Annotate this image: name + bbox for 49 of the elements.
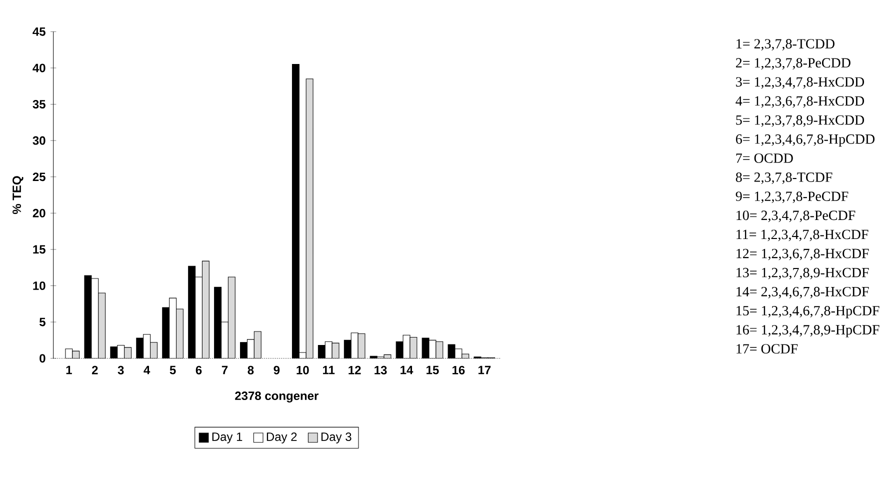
y-tick-label: 30 xyxy=(32,136,46,145)
x-tick-label: 15 xyxy=(426,366,439,374)
y-tick-label: 10 xyxy=(33,281,46,290)
x-tick-label: 4 xyxy=(144,366,150,374)
x-axis-title: 2378 congener xyxy=(235,392,319,402)
text: 16= 1,2,3,4,7,8,9-HpCDF xyxy=(736,325,880,338)
text: 5= 1,2,3,7,8,9-HxCDD xyxy=(736,115,864,127)
text: 9= 1,2,3,7,8-PeCDF xyxy=(736,192,848,204)
x-tick-label: 6 xyxy=(196,366,202,374)
y-tick-label: 5 xyxy=(39,318,46,326)
text: 7= OCDD xyxy=(736,153,793,163)
legend-label: Day 3 xyxy=(321,432,352,444)
x-tick-label: 14 xyxy=(400,366,414,374)
legend-label: Day 2 xyxy=(266,432,297,444)
y-tick-label: 25 xyxy=(32,172,46,182)
x-tick-label: 8 xyxy=(248,366,254,374)
y-tick-label: 0 xyxy=(40,354,46,363)
y-tick-label: 15 xyxy=(33,245,46,254)
y-tick-label: 35 xyxy=(32,100,46,108)
text: 1= 2,3,7,8-TCDD xyxy=(736,39,834,51)
x-tick-label: 3 xyxy=(118,366,124,374)
x-tick-label: 9 xyxy=(274,366,280,374)
y-tick-label: 45 xyxy=(32,27,46,36)
text: 10= 2,3,4,7,8-PeCDF xyxy=(736,210,856,222)
x-tick-label: 17 xyxy=(478,366,491,374)
text: 12= 1,2,3,6,7,8-HxCDF xyxy=(736,248,869,260)
text: 8= 2,3,7,8-TCDF xyxy=(736,172,832,184)
legend-label: Day 1 xyxy=(212,432,242,444)
text: 4= 1,2,3,6,7,8-HxCDD xyxy=(736,96,864,108)
text: 3= 1,2,3,4,7,8-HxCDD xyxy=(736,77,864,89)
text: 6= 1,2,3,4,6,7,8-HpCDD xyxy=(736,134,875,147)
y-tick-label: 40 xyxy=(32,64,46,72)
x-tick-label: 16 xyxy=(452,366,465,374)
text: 2= 1,2,3,7,8-PeCDD xyxy=(736,58,850,70)
x-tick-label: 12 xyxy=(348,366,361,374)
x-tick-label: 13 xyxy=(374,366,387,374)
x-tick-label: 1 xyxy=(66,366,72,374)
x-tick-label: 5 xyxy=(170,366,176,374)
text: 17= OCDF xyxy=(736,344,798,354)
text: 15= 1,2,3,4,6,7,8-HpCDF xyxy=(736,306,880,318)
x-tick-label: 7 xyxy=(222,366,228,374)
y-tick-label: 20 xyxy=(32,208,46,218)
x-tick-label: 2 xyxy=(92,366,98,374)
text: 13= 1,2,3,7,8,9-HxCDF xyxy=(736,268,869,280)
y-axis-title: % TEQ xyxy=(12,176,24,214)
text: 14= 2,3,4,6,7,8-HxCDF xyxy=(736,286,869,298)
x-tick-label: 11 xyxy=(323,366,335,374)
x-tick-label: 10 xyxy=(296,366,309,374)
text: 11= 1,2,3,4,7,8-HxCDF xyxy=(736,230,868,242)
